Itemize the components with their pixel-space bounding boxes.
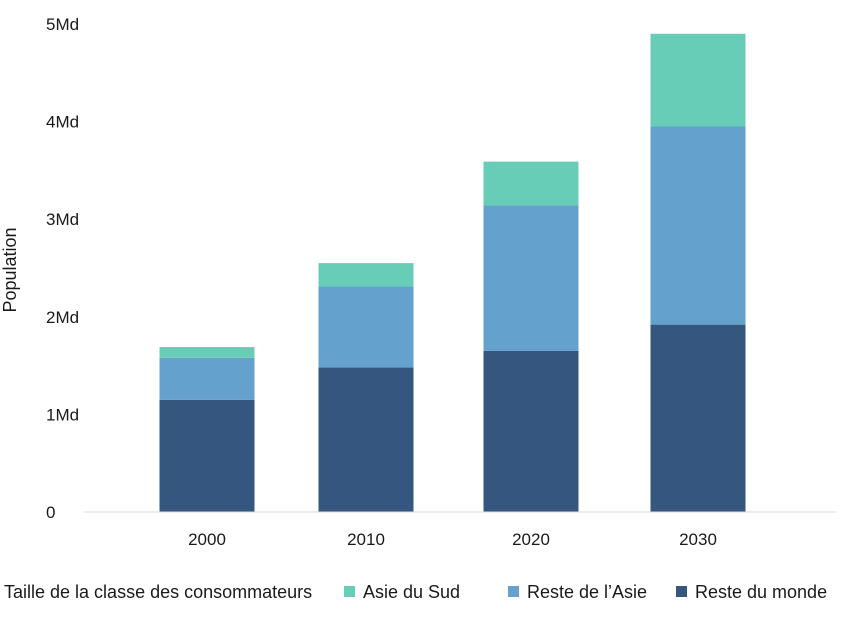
bar-segment <box>483 205 579 351</box>
x-tick-label: 2010 <box>347 530 385 549</box>
x-axis-ticks: 2000 2010 2020 2030 <box>188 530 717 549</box>
x-tick-label: 2030 <box>679 530 717 549</box>
legend-swatch <box>344 586 355 597</box>
bar-segment <box>483 350 579 512</box>
y-tick-label: 3Md <box>46 210 79 229</box>
bar-segment <box>159 357 255 400</box>
legend-item-reste-du-monde: Reste du monde <box>676 582 827 603</box>
y-tick-label: 0 <box>46 503 55 522</box>
legend-title: Taille de la classe des consommateurs <box>4 582 313 602</box>
legend-label: Reste du monde <box>695 582 828 602</box>
y-tick-label: 5Md <box>46 15 79 34</box>
y-tick-label: 1Md <box>46 405 79 424</box>
bar-segment <box>650 33 746 127</box>
legend-item-reste-de-l-asie: Reste de l’Asie <box>508 582 647 603</box>
bar-segment <box>483 161 579 206</box>
bar-segment <box>318 286 414 368</box>
y-axis-ticks: 0 1Md 2Md 3Md 4Md 5Md <box>46 15 79 522</box>
y-tick-label: 2Md <box>46 308 79 327</box>
stacked-bar-chart: 0 1Md 2Md 3Md 4Md 5Md Population 2000 2010 2020… <box>0 15 836 549</box>
legend-item-asie-du-sud: Asie du Sud <box>344 582 460 603</box>
legend-label: Reste de l’Asie <box>527 582 648 602</box>
legend-label: Asie du Sud <box>363 582 461 602</box>
legend-swatch <box>676 586 687 597</box>
x-tick-label: 2020 <box>512 530 550 549</box>
y-tick-label: 4Md <box>46 113 79 132</box>
bar-segment <box>318 367 414 512</box>
bar-segment <box>318 263 414 287</box>
bar-segment <box>650 324 746 512</box>
legend: Taille de la classe des consommateurs As… <box>0 578 850 608</box>
bars <box>159 33 746 512</box>
legend-swatch <box>508 586 519 597</box>
x-tick-label: 2000 <box>188 530 226 549</box>
bar-segment <box>159 347 255 358</box>
bar-segment <box>650 126 746 325</box>
bar-segment <box>159 399 255 512</box>
y-axis-label: Population <box>0 227 20 312</box>
